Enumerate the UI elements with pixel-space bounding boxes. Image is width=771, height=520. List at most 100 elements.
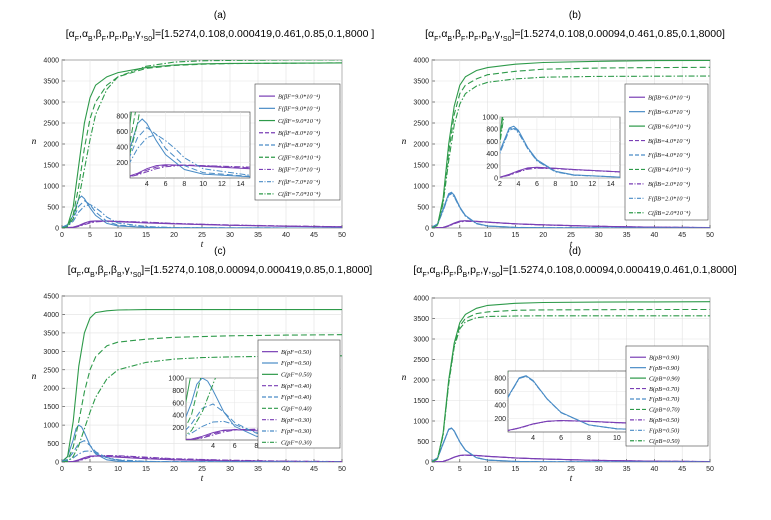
x-tick-label: 50: [338, 466, 346, 473]
y-tick-label: 3000: [413, 100, 429, 107]
x-tick-label: 35: [254, 232, 262, 239]
panel-title-part: α: [441, 28, 447, 40]
legend-box: [624, 83, 709, 221]
panel-title-part: γ: [135, 28, 141, 40]
y-tick-label: 3500: [413, 79, 429, 86]
panel-title-part: ,: [440, 264, 443, 276]
panel-title-part: F: [461, 36, 465, 43]
x-axis-label: t: [570, 239, 573, 249]
series-line-c-dashdot: [62, 60, 342, 228]
legend-label: C(βF=8.0*10⁻⁴): [278, 154, 320, 161]
x-tick-label: 40: [651, 466, 659, 473]
inset-x-tick-label: 4: [531, 435, 535, 442]
inset-y-tick-label: 1000: [168, 376, 184, 383]
y-tick-label: 500: [417, 439, 429, 446]
panel-title-part: S: [491, 272, 496, 279]
series-line-b-dash: [432, 454, 710, 462]
panel-title-part: p: [109, 28, 115, 40]
panel-title-part: B: [88, 36, 93, 43]
inset-y-tick-label: 200: [494, 416, 506, 423]
x-tick-label: 5: [458, 466, 462, 473]
inset-y-tick-label: 200: [172, 425, 184, 432]
y-tick-label: 0: [55, 226, 59, 233]
panel-title-part: ,: [480, 264, 483, 276]
x-tick-label: 25: [198, 466, 206, 473]
y-tick-label: 2500: [413, 357, 429, 364]
x-tick-label: 10: [484, 232, 492, 239]
y-tick-label: 500: [417, 205, 429, 212]
x-tick-label: 50: [706, 232, 714, 239]
x-tick-label: 25: [567, 232, 575, 239]
panel-title-part: ,: [438, 28, 441, 40]
inset-y-tick-label: 800: [172, 388, 184, 395]
inset-chart: 0 200 400 600 800 1000 2 4 6 8 10 12 14: [482, 115, 621, 188]
panel-title-part: ,: [467, 264, 470, 276]
legend-label: C(pB=0.70): [649, 407, 680, 414]
inset-y-tick-label: 400: [494, 402, 506, 409]
x-tick-label: 35: [623, 466, 631, 473]
x-tick-label: 0: [430, 232, 434, 239]
y-tick-label: 500: [47, 205, 59, 212]
x-tick-label: 20: [170, 466, 178, 473]
x-tick-label: 15: [142, 466, 150, 473]
inset-series-line-f-solid: [130, 118, 250, 178]
inset-x-tick-label: 8: [254, 443, 258, 450]
panel-title-part: ,: [122, 264, 125, 276]
panel-title-part: ]=[1.5274,0.108,0.00094,0.461,0.85,0.1,8…: [511, 28, 724, 40]
inset-y-tick-label: 200: [486, 163, 498, 170]
inset-y-tick-label: 400: [172, 413, 184, 420]
panel-title-part: ]=[1.5274,0.108,0.000419,0.461,0.85,0.1,…: [152, 28, 374, 40]
y-tick-label: 1000: [413, 184, 429, 191]
inset-series-line-f-dash: [186, 403, 305, 439]
x-tick-label: 0: [60, 466, 64, 473]
panel-title-part: ,: [108, 264, 111, 276]
series-line-b-dashdot: [432, 454, 710, 462]
inset-chart: 200 400 600 800 4 6 8 10 12 14: [116, 111, 251, 188]
panel-title-part: ,: [141, 28, 144, 40]
inset-x-tick-label: 4: [145, 181, 149, 188]
inset-series-line-c-solid: [130, 112, 132, 128]
inset-x-tick-label: 6: [559, 435, 563, 442]
inset-series-line-b-dashdot: [500, 167, 620, 178]
legend-label: B(pB=0.70): [649, 386, 679, 393]
panel-title-part: F: [422, 272, 426, 279]
inset-series-line-b-dashdot: [508, 420, 628, 432]
legend-label: C(pF=0.50): [281, 372, 312, 379]
inset-x-tick-label: 12: [218, 181, 226, 188]
x-tick-label: 0: [430, 466, 434, 473]
panel-title-part: γ: [483, 264, 489, 276]
series-line-c-dash: [432, 308, 710, 462]
y-axis-label: n: [402, 136, 407, 146]
panel-label: (b): [569, 10, 581, 21]
x-tick-label: 15: [512, 466, 520, 473]
inset-y-tick-label: 400: [116, 144, 128, 151]
x-axis-label: t: [201, 473, 204, 483]
inset-y-tick-label: 0: [494, 176, 498, 183]
x-tick-label: 50: [706, 466, 714, 473]
inset-x-tick-label: 2: [498, 181, 502, 188]
panel-title: [αF,αB,βF,pF,pB,γ,S0]=[1.5274,0.108,0.00…: [66, 28, 375, 43]
x-tick-label: 25: [567, 466, 575, 473]
panel-title-part: ]=[1.5274,0.108,0.00094,0.000419,0.461,0…: [500, 264, 737, 276]
panel-title-part: p: [470, 264, 476, 276]
inset-y-tick-label: 400: [486, 151, 498, 158]
inset-x-tick-label: 4: [211, 443, 215, 450]
inset-y-tick-label: 600: [486, 139, 498, 146]
series-line-f-dashdot: [62, 203, 342, 228]
panel-title: [αF,αB,βF,pF,pB,γ,S0]=[1.5274,0.108,0.00…: [425, 28, 725, 43]
legend-label: C(pB=0.50): [649, 438, 680, 445]
y-tick-label: 1500: [43, 163, 59, 170]
series-line-c-dashdot: [432, 75, 710, 228]
x-tick-label: 30: [226, 232, 234, 239]
series-line-b-solid: [62, 455, 342, 462]
panel-title-part: ,: [79, 28, 82, 40]
series-line-f-dashdot: [432, 427, 710, 462]
legend-label: F(pB=0.70): [648, 396, 679, 403]
inset-plot-area: [507, 370, 629, 433]
inset-y-tick-label: 800: [116, 113, 128, 120]
legend-label: B(βF=8.0*10⁻⁴): [278, 130, 320, 137]
series-group: [432, 60, 710, 228]
inset-x-tick-label: 10: [613, 435, 621, 442]
legend-label: C(βF=9.0*10⁻⁴): [278, 118, 320, 125]
